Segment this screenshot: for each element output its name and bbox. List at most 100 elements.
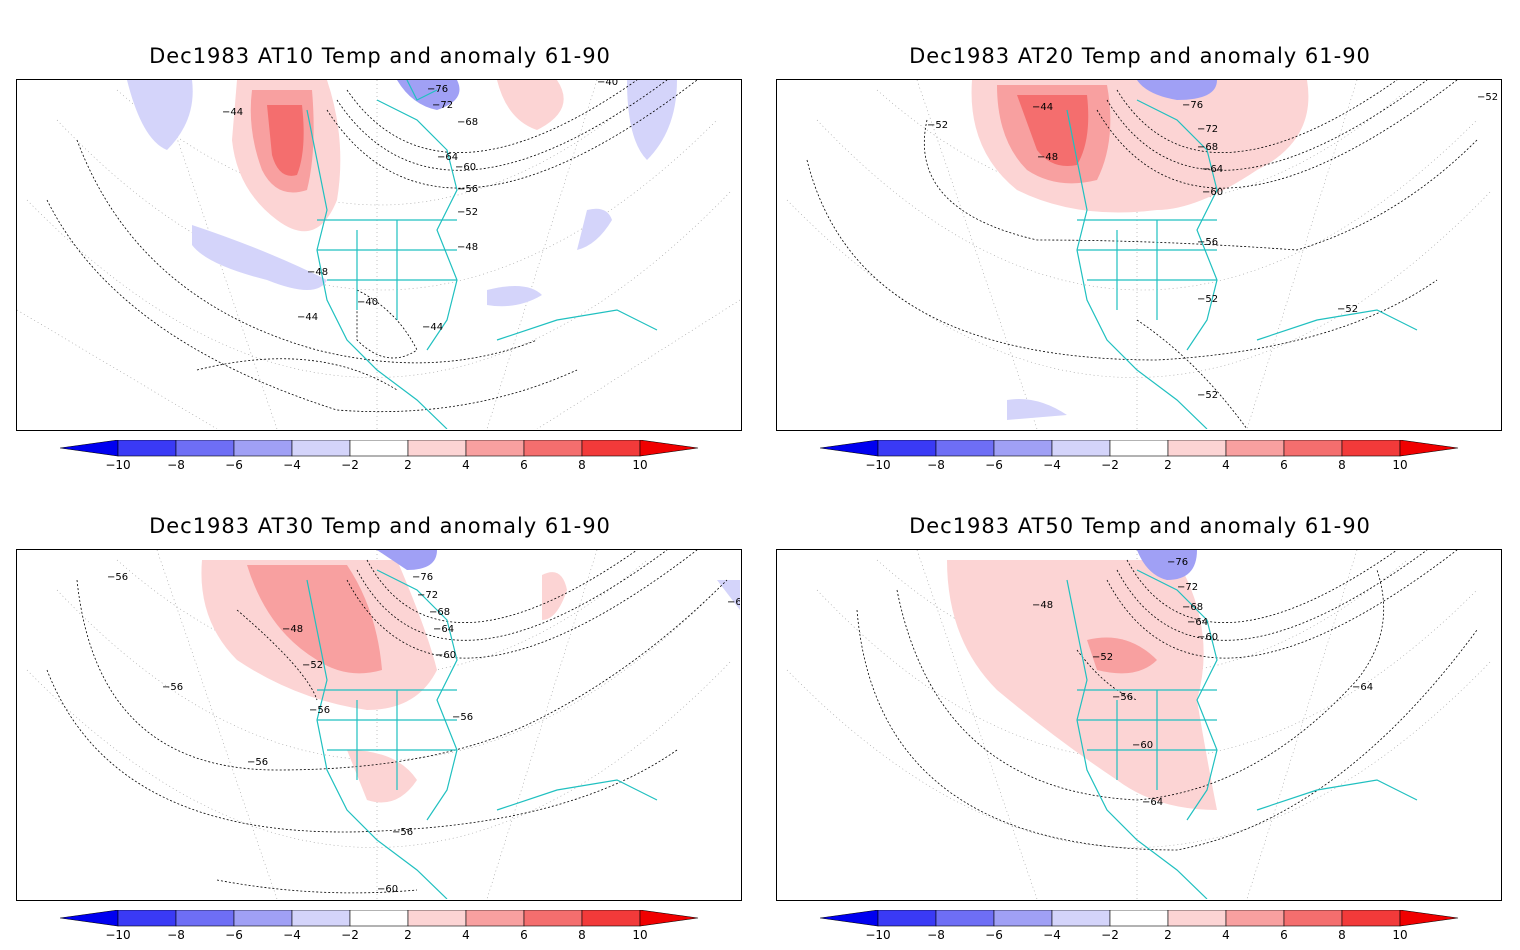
map-plot: −44 −48 −52 −76 −72 −68 −64 −60 −56 −52 … — [786, 80, 1498, 429]
colorbar-tick-label: −10 — [865, 928, 890, 942]
contour-label: −72 — [417, 590, 438, 601]
colorbar-segment — [993, 439, 1053, 457]
contours — [806, 80, 1478, 429]
contour-label: −56 — [247, 757, 268, 768]
colorbar-tick-label: 8 — [578, 458, 586, 472]
map-frame: −56 −48 −52 −76 −72 −68 −64 −60 −56 −56 … — [16, 549, 742, 901]
colorbar-tick-label: 2 — [1164, 928, 1172, 942]
colorbar-tick-label: −2 — [1101, 458, 1119, 472]
contours — [46, 80, 698, 413]
contour-label: −48 — [457, 242, 478, 253]
contour-labels: −48 −76 −72 −68 −64 −60 −52 −56 −60 −64 … — [1032, 557, 1373, 808]
contour-label: −64 — [1202, 164, 1223, 175]
contour-label: −52 — [302, 660, 323, 671]
contour-label: −48 — [1032, 600, 1053, 611]
contour-label: −52 — [1197, 294, 1218, 305]
colorbar-tick-label: 8 — [1338, 928, 1346, 942]
colorbar-segment — [581, 439, 641, 457]
colorbar-segment — [175, 909, 235, 927]
colorbar-segment — [935, 439, 995, 457]
colorbar-tick-label: −10 — [865, 458, 890, 472]
colorbar-tick-label: 6 — [520, 928, 528, 942]
colorbar: −10 −8 −6 −4 −2 2 4 6 8 10 — [59, 439, 700, 476]
colorbar-segment — [581, 909, 641, 927]
colorbar-segment — [523, 909, 583, 927]
contour-label: −76 — [427, 84, 448, 95]
contour-label: −60 — [435, 650, 456, 661]
colorbar-segment — [1167, 909, 1227, 927]
contour-label: −60 — [1202, 187, 1223, 198]
map-plot: −48 −76 −72 −68 −64 −60 −52 −56 −60 −64 … — [786, 550, 1493, 899]
contour-label: −64 — [433, 624, 454, 635]
colorbar-segment — [877, 439, 937, 457]
colorbar: −10 −8 −6 −4 −2 2 4 6 8 10 — [819, 909, 1460, 946]
colorbar-tick-label: 10 — [1392, 928, 1407, 942]
colorbar-tick-label: 4 — [1222, 928, 1230, 942]
colorbar-tick-label: −8 — [167, 928, 185, 942]
contour-label: −52 — [1092, 652, 1113, 663]
map-plot: −44 −76 −72 −68 −64 −60 −56 −52 −48 −48 … — [17, 80, 740, 429]
colorbar-left-arrow — [819, 909, 879, 927]
contour-label: −68 — [457, 117, 478, 128]
colorbar-tick-label: −2 — [341, 928, 359, 942]
colorbar-tick-label: 6 — [1280, 458, 1288, 472]
colorbar-tick-label: 8 — [578, 928, 586, 942]
colorbar: −10 −8 −6 −4 −2 2 4 6 8 10 — [59, 909, 700, 946]
contours — [46, 550, 728, 894]
colorbar: −10 −8 −6 −4 −2 2 4 6 8 10 — [819, 439, 1460, 476]
colorbar-right-arrow — [1399, 909, 1459, 927]
contour-label: −56 — [392, 827, 413, 838]
contour-label: −64 — [1187, 617, 1208, 628]
colorbar-segment — [1167, 439, 1227, 457]
anomaly-shading — [971, 80, 1309, 420]
contour-label: −64 — [1352, 682, 1373, 693]
colorbar-segment — [175, 439, 235, 457]
contour-label: −44 — [1032, 102, 1053, 113]
colorbar-segment — [465, 909, 525, 927]
colorbar-segment — [1283, 909, 1343, 927]
colorbar-tick-label: −4 — [283, 928, 301, 942]
colorbar-right-arrow — [639, 909, 699, 927]
map-plot: −56 −48 −52 −76 −72 −68 −64 −60 −56 −56 … — [26, 550, 740, 899]
colorbar-tick-label: 2 — [404, 928, 412, 942]
colorbar-tick-label: −2 — [341, 458, 359, 472]
panel-title: Dec1983 AT50 Temp and anomaly 61-90 — [909, 514, 1371, 538]
panel-at10: Dec1983 AT10 Temp and anomaly 61-90 — [0, 0, 760, 472]
colorbar-segment — [1283, 439, 1343, 457]
colorbar-left-arrow — [59, 439, 119, 457]
contour-label: −68 — [1197, 142, 1218, 153]
panel-at30: Dec1983 AT30 Temp and anomaly 61-90 — [0, 470, 760, 942]
contour-label: −52 — [1197, 390, 1218, 401]
contour-label: −44 — [297, 312, 318, 323]
colorbar-tick-label: −6 — [985, 458, 1003, 472]
colorbar-segment — [349, 439, 409, 457]
colorbar-segment — [407, 439, 467, 457]
colorbar-tick-label: 4 — [1222, 458, 1230, 472]
colorbar-segment — [465, 439, 525, 457]
colorbar-segment — [523, 439, 583, 457]
graticule — [786, 80, 1493, 429]
panel-at20: Dec1983 AT20 Temp and anomaly 61-90 — [760, 0, 1520, 472]
contour-label: −76 — [1182, 100, 1203, 111]
contour-label: −64 — [1142, 797, 1163, 808]
map-frame: −44 −48 −52 −76 −72 −68 −64 −60 −56 −52 … — [776, 79, 1502, 431]
colorbar-segment — [1051, 909, 1111, 927]
contour-label: −60 — [727, 597, 740, 608]
panel-at50: Dec1983 AT50 Temp and anomaly 61-90 — [760, 470, 1520, 942]
graticule — [26, 550, 733, 899]
colorbar-tick-label: −6 — [225, 928, 243, 942]
colorbar-tick-label: 2 — [1164, 458, 1172, 472]
colorbar-svg: −10 −8 −6 −4 −2 2 4 6 8 10 — [819, 909, 1459, 942]
contour-labels: −44 −76 −72 −68 −64 −60 −56 −52 −48 −48 … — [222, 80, 618, 333]
colorbar-segment — [233, 439, 293, 457]
contour-label: −60 — [1197, 632, 1218, 643]
contour-label: −52 — [927, 120, 948, 131]
colorbar-left-arrow — [59, 909, 119, 927]
contour-label: −72 — [1177, 582, 1198, 593]
panel-title: Dec1983 AT30 Temp and anomaly 61-90 — [149, 514, 611, 538]
colorbar-segment — [1341, 439, 1401, 457]
contour-label: −48 — [307, 267, 328, 278]
colorbar-segment — [1225, 909, 1285, 927]
colorbar-segment — [1341, 909, 1401, 927]
anomaly-shading — [947, 550, 1217, 810]
